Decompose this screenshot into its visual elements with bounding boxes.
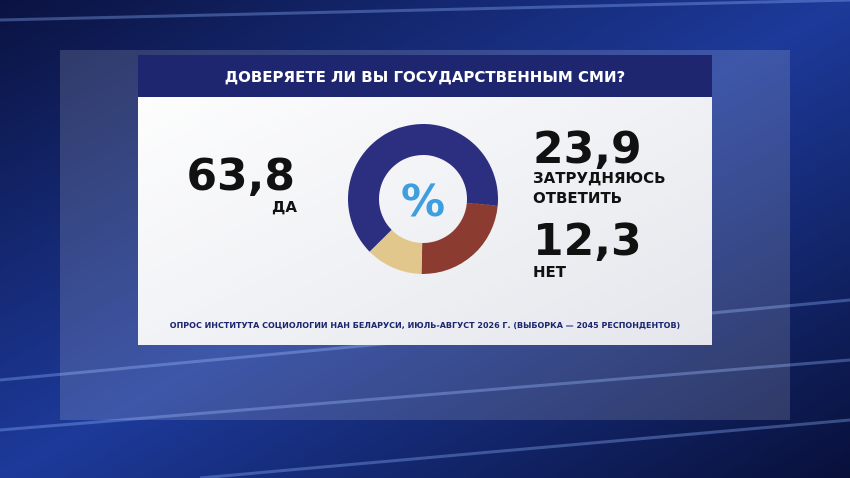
value-label: 63,8 xyxy=(186,150,295,201)
category-label: НЕТ xyxy=(533,263,567,281)
donut-segment xyxy=(347,123,498,252)
source-note: ОПРОС ИНСТИТУТА СОЦИОЛОГИИ НАН БЕЛАРУСИ,… xyxy=(170,321,680,330)
chart-title: ДОВЕРЯЕТЕ ЛИ ВЫ ГОСУДАРСТВЕННЫМ СМИ? xyxy=(225,68,625,86)
center-label: % xyxy=(401,176,445,227)
category-label: ДА xyxy=(272,198,297,216)
donut-segment xyxy=(369,229,423,274)
category-label: ЗАТРУДНЯЮСЬ ОТВЕТИТЬ xyxy=(533,169,666,207)
value-label: 23,9 xyxy=(533,123,642,174)
donut-segment xyxy=(421,202,498,274)
value-label: 12,3 xyxy=(533,215,642,266)
panel xyxy=(138,55,712,345)
title-bar xyxy=(138,55,712,97)
